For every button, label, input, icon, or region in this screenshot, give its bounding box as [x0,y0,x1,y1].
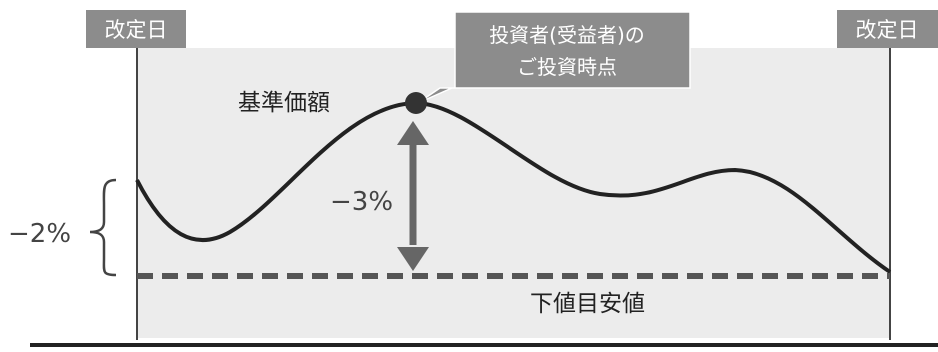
drop-arrow-bottom-head [397,247,429,271]
revision-date-left-tag [86,10,186,48]
investment-point-marker [405,92,427,114]
investment-point-callout [417,11,691,104]
range-brace [89,178,117,277]
investment-point-label-line1: 投資者(受益者)の [489,23,645,47]
period-panel [137,48,890,338]
nav-label: 基準価額 [238,90,330,116]
revision-date-right-tag [837,10,938,48]
revision-date-right-label: 改定日 [856,18,919,42]
drop-arrow-top-head [397,121,429,145]
drop-3pct-label: −3% [330,187,393,217]
investment-point-label-line2: ご投資時点 [517,55,617,79]
revision-date-left-label: 改定日 [105,18,168,42]
lower-target-label: 下値目安値 [530,291,645,317]
nav-curve [135,100,892,274]
drop-2pct-label: −2% [8,219,71,249]
